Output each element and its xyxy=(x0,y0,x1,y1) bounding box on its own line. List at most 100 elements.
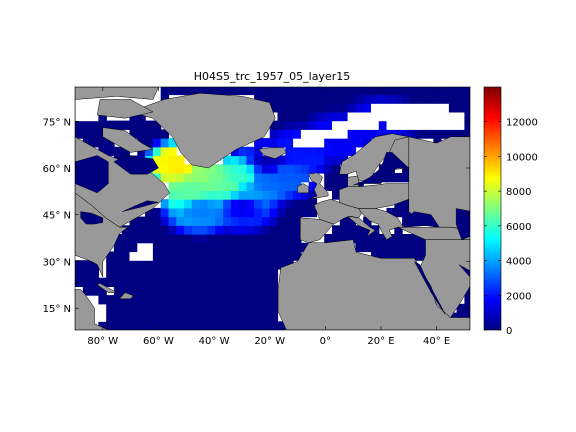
field-cell xyxy=(184,207,193,218)
field-cell xyxy=(363,138,372,148)
field-cell xyxy=(417,251,427,261)
field-cell xyxy=(160,286,170,296)
field-cell xyxy=(269,155,279,165)
field-cell xyxy=(324,120,333,130)
field-cell xyxy=(269,312,279,322)
field-cell xyxy=(121,242,131,253)
field-cell xyxy=(207,303,216,314)
x-tick-label: 40° E xyxy=(423,336,450,347)
field-cell xyxy=(308,120,318,130)
field-cell xyxy=(168,277,177,287)
field-cell xyxy=(300,199,310,209)
field-cell xyxy=(90,260,99,270)
colorbar-tick-label: 12000 xyxy=(506,118,538,129)
field-cell xyxy=(363,242,372,253)
field-cell xyxy=(402,164,411,174)
tracer-field xyxy=(75,87,470,330)
field-cell xyxy=(347,94,356,104)
field-cell xyxy=(285,181,294,191)
field-cell xyxy=(152,94,162,104)
field-cell xyxy=(441,103,450,113)
field-cell xyxy=(113,312,123,322)
field-cell xyxy=(448,103,458,113)
field-cell xyxy=(246,277,255,287)
colorbar-ticks: 0 2000 4000 6000 8000 10000 12000 xyxy=(484,118,538,337)
field-cell xyxy=(332,181,341,191)
field-cell xyxy=(339,129,349,139)
field-cell xyxy=(184,164,193,174)
field-cell xyxy=(238,199,247,209)
field-cell xyxy=(223,312,232,322)
field-cell xyxy=(152,260,162,270)
field-cell xyxy=(137,251,146,261)
field-cell xyxy=(456,303,465,314)
field-cell xyxy=(324,87,333,96)
field-cell xyxy=(168,225,177,235)
field-cell xyxy=(456,129,465,139)
field-cell xyxy=(285,129,294,139)
field-cell xyxy=(184,260,193,270)
field-cell xyxy=(386,111,395,122)
field-cell xyxy=(371,111,380,122)
field-cell xyxy=(191,225,201,235)
field-cell xyxy=(378,94,388,104)
field-cell xyxy=(464,87,470,96)
field-cell xyxy=(269,260,279,270)
land-polygon xyxy=(346,215,376,237)
field-cell xyxy=(168,146,177,157)
colorbar-tick-label: 10000 xyxy=(506,152,538,163)
field-cell xyxy=(98,286,107,296)
field-cell xyxy=(332,173,341,183)
field-cell xyxy=(145,225,154,235)
x-tick-label: 80° W xyxy=(87,336,118,347)
field-cell xyxy=(199,242,208,253)
field-cell xyxy=(75,129,84,139)
field-cell xyxy=(82,111,92,122)
field-cell xyxy=(277,94,286,104)
field-cell xyxy=(269,251,279,261)
field-cell xyxy=(215,87,224,96)
field-cell xyxy=(191,286,201,296)
field-cell xyxy=(129,321,138,330)
field-cell xyxy=(121,295,131,305)
field-cell xyxy=(324,155,333,165)
field-cell xyxy=(129,242,138,253)
field-cell xyxy=(145,234,154,244)
field-cell xyxy=(223,155,232,165)
field-cell xyxy=(215,303,224,314)
field-cell xyxy=(269,94,279,104)
field-cell xyxy=(355,242,364,253)
field-cell xyxy=(316,120,325,130)
land-polygon xyxy=(129,92,276,169)
field-cell xyxy=(207,234,216,244)
field-cell xyxy=(238,181,247,191)
field-cell xyxy=(199,234,208,244)
field-cell xyxy=(207,321,216,330)
field-cell xyxy=(433,120,442,130)
field-cell xyxy=(230,199,240,209)
field-cell xyxy=(363,129,372,139)
land-polygon xyxy=(75,289,109,330)
field-cell xyxy=(277,225,286,235)
field-cell xyxy=(238,146,247,157)
field-cell xyxy=(238,207,247,218)
field-cell xyxy=(145,138,154,148)
field-cell xyxy=(402,199,411,209)
field-cell xyxy=(75,120,84,130)
field-cell xyxy=(293,199,302,209)
field-cell xyxy=(106,120,115,130)
field-cell xyxy=(207,181,216,191)
field-cell xyxy=(191,207,201,218)
field-cell xyxy=(316,138,325,148)
field-cell xyxy=(238,260,247,270)
field-cell xyxy=(230,190,240,200)
field-cell xyxy=(293,190,302,200)
field-cell xyxy=(363,111,372,122)
field-cell xyxy=(456,120,465,130)
field-cell xyxy=(293,216,302,226)
field-cell xyxy=(215,286,224,296)
field-cell xyxy=(230,312,240,322)
field-cell xyxy=(363,87,372,96)
field-cell xyxy=(347,129,356,139)
